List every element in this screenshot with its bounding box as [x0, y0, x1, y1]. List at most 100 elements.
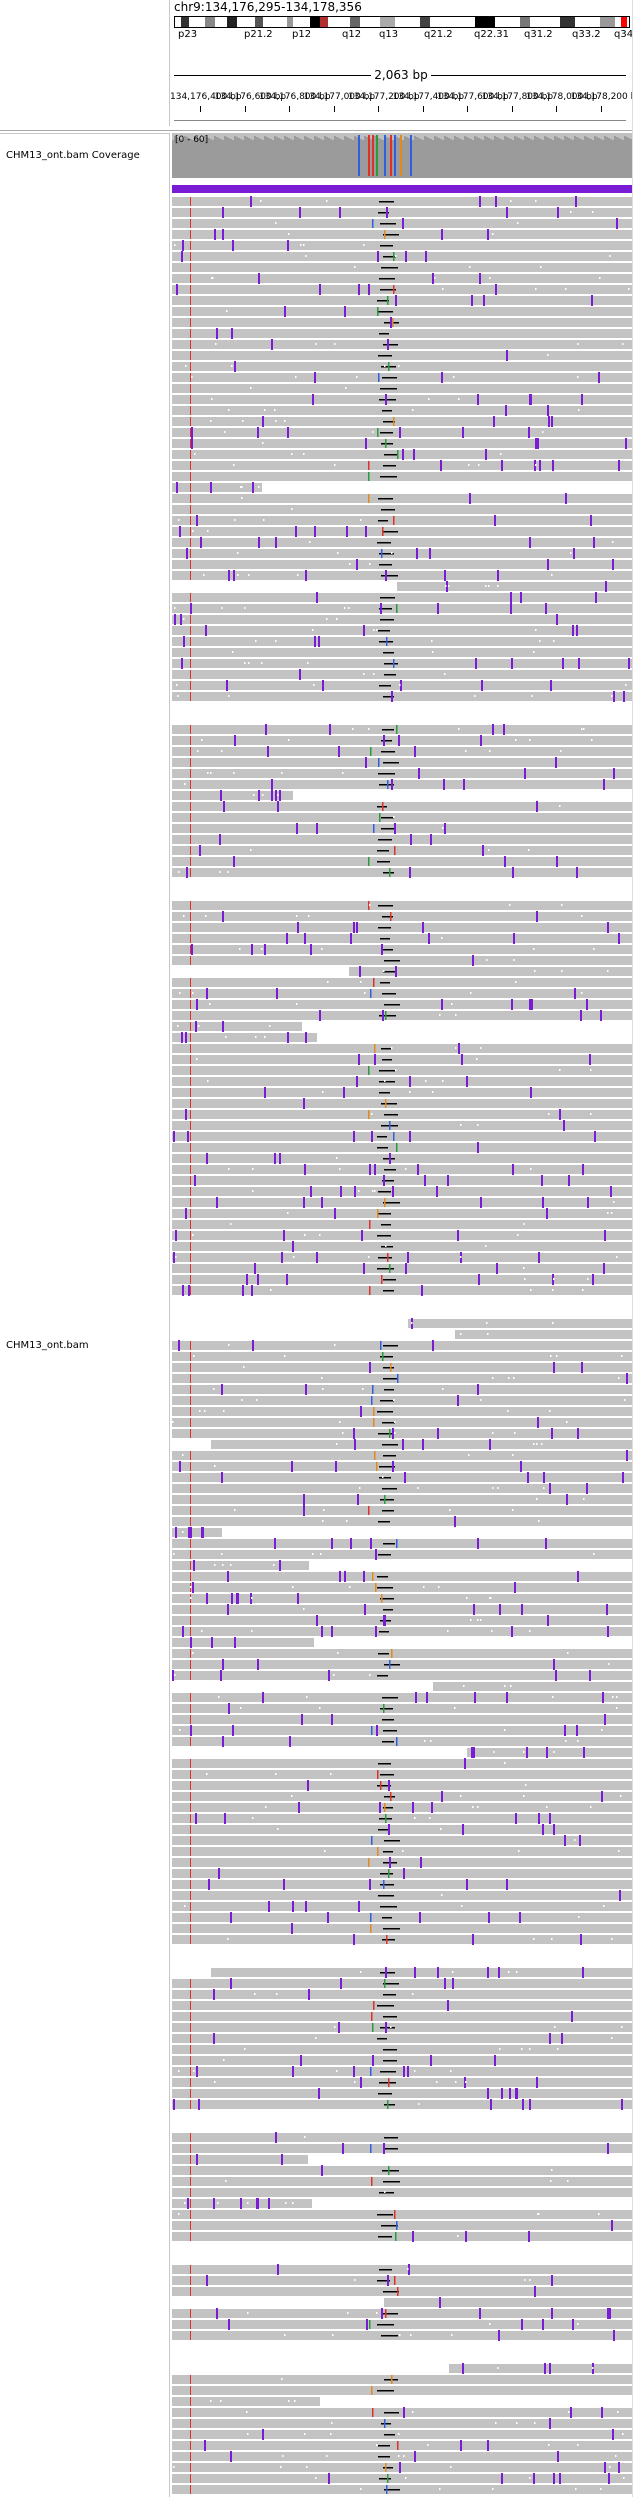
read-row[interactable]	[172, 1649, 632, 1658]
read-row[interactable]	[172, 1879, 632, 1890]
read-row[interactable]	[172, 867, 632, 878]
read-row[interactable]	[172, 1604, 632, 1615]
right-scroll-gutter[interactable]	[632, 0, 640, 2497]
read-row[interactable]	[172, 845, 632, 856]
read-row[interactable]	[172, 636, 632, 647]
read-row[interactable]	[172, 1560, 309, 1571]
read-row[interactable]	[172, 2132, 632, 2143]
read-row[interactable]	[172, 2045, 632, 2054]
read-row[interactable]	[172, 559, 632, 570]
read-row[interactable]	[397, 581, 632, 592]
read-row[interactable]	[172, 1153, 632, 1164]
read-row[interactable]	[172, 482, 262, 493]
read-row[interactable]	[172, 207, 632, 218]
read-row[interactable]	[172, 988, 632, 999]
read-row[interactable]	[172, 2462, 632, 2473]
read-row[interactable]	[172, 2177, 632, 2186]
read-row[interactable]	[172, 1714, 632, 1725]
read-row[interactable]	[172, 648, 632, 657]
read-row[interactable]	[172, 229, 632, 240]
read-row[interactable]	[172, 823, 632, 834]
read-row[interactable]	[172, 548, 632, 559]
read-row[interactable]	[172, 1703, 632, 1714]
read-row[interactable]	[455, 1330, 632, 1339]
read-row[interactable]	[172, 944, 632, 955]
read-row[interactable]	[172, 405, 632, 416]
read-row[interactable]	[172, 1263, 632, 1274]
read-row[interactable]	[172, 669, 632, 680]
read-row[interactable]	[172, 614, 632, 625]
read-row[interactable]	[172, 350, 632, 361]
read-row[interactable]	[172, 295, 632, 306]
read-row[interactable]	[172, 2210, 632, 2219]
read-row[interactable]	[172, 1637, 314, 1648]
read-row[interactable]	[172, 1043, 632, 1054]
read-row[interactable]	[211, 1439, 632, 1450]
read-row[interactable]	[172, 922, 632, 933]
read-row[interactable]	[172, 2000, 632, 2011]
read-row[interactable]	[172, 1868, 632, 1879]
read-row[interactable]	[172, 2485, 632, 2494]
read-row[interactable]	[172, 1780, 632, 1791]
coordinate-ruler[interactable]: 134,176,400 bp 134,176,600 bp 134,176,800 …	[170, 92, 640, 122]
read-row[interactable]	[172, 746, 632, 757]
read-row[interactable]	[172, 1395, 632, 1406]
read-row[interactable]	[172, 1241, 632, 1252]
read-row[interactable]	[172, 1142, 632, 1153]
read-row[interactable]	[172, 790, 293, 801]
coverage-track[interactable]: [0 - 60]	[172, 133, 632, 178]
read-row[interactable]	[172, 856, 632, 867]
read-row[interactable]	[172, 1461, 632, 1472]
read-row[interactable]	[172, 1483, 632, 1494]
read-row[interactable]	[172, 1593, 632, 1604]
read-row[interactable]	[172, 416, 632, 427]
read-row[interactable]	[172, 1571, 632, 1582]
read-row[interactable]	[172, 1131, 632, 1142]
read-row[interactable]	[172, 901, 632, 910]
read-row[interactable]	[172, 570, 632, 581]
read-row[interactable]	[172, 999, 632, 1010]
read-row[interactable]	[172, 2033, 632, 2044]
read-row[interactable]	[172, 460, 632, 471]
read-row[interactable]	[172, 361, 632, 372]
read-row[interactable]	[172, 834, 632, 845]
read-row[interactable]	[172, 284, 632, 295]
read-row[interactable]	[172, 493, 632, 504]
read-row[interactable]	[172, 1186, 632, 1197]
read-row[interactable]	[172, 1054, 632, 1065]
read-row[interactable]	[172, 779, 632, 790]
read-row[interactable]	[172, 1340, 632, 1351]
read-row[interactable]	[172, 2429, 632, 2440]
read-row[interactable]	[172, 1120, 632, 1131]
read-row[interactable]	[172, 251, 632, 262]
read-row[interactable]	[172, 1813, 632, 1824]
read-row[interactable]	[172, 2375, 632, 2384]
read-row[interactable]	[172, 317, 632, 328]
read-row[interactable]	[172, 2275, 632, 2286]
read-row[interactable]	[172, 339, 632, 350]
read-row[interactable]	[172, 1472, 632, 1483]
read-row[interactable]	[172, 1428, 632, 1439]
read-row[interactable]	[172, 2055, 632, 2066]
read-row[interactable]	[172, 505, 632, 514]
read-row[interactable]	[172, 2264, 632, 2275]
read-row[interactable]	[172, 273, 632, 284]
read-row[interactable]	[172, 1197, 632, 1208]
read-row[interactable]	[172, 2066, 632, 2077]
read-row[interactable]	[172, 933, 632, 944]
read-row[interactable]	[172, 1285, 632, 1296]
read-row[interactable]	[172, 218, 632, 229]
read-row[interactable]	[172, 1505, 632, 1516]
read-row[interactable]	[172, 1417, 632, 1428]
read-row[interactable]	[172, 911, 632, 922]
read-row[interactable]	[172, 603, 632, 614]
read-row[interactable]	[172, 1978, 632, 1989]
read-row[interactable]	[172, 1770, 632, 1779]
read-row[interactable]	[408, 1318, 632, 1329]
read-row[interactable]	[172, 1384, 632, 1395]
read-row[interactable]	[172, 1934, 632, 1945]
read-row[interactable]	[172, 2220, 632, 2231]
read-row[interactable]	[172, 1406, 632, 1417]
read-row[interactable]	[172, 2088, 632, 2099]
read-row[interactable]	[172, 2386, 632, 2395]
